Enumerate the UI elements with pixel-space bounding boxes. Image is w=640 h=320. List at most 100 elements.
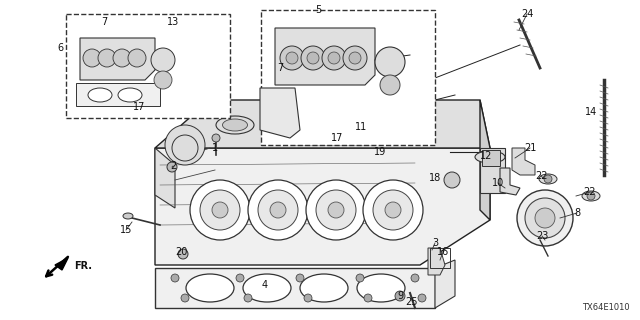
Circle shape bbox=[418, 294, 426, 302]
Circle shape bbox=[535, 208, 555, 228]
Ellipse shape bbox=[276, 109, 314, 127]
Circle shape bbox=[411, 274, 419, 282]
Bar bbox=[261, 10, 435, 145]
Circle shape bbox=[280, 46, 304, 70]
Circle shape bbox=[356, 274, 364, 282]
Circle shape bbox=[258, 190, 298, 230]
Circle shape bbox=[321, 118, 335, 132]
Polygon shape bbox=[80, 38, 155, 80]
Ellipse shape bbox=[282, 112, 307, 124]
Polygon shape bbox=[155, 268, 435, 308]
Ellipse shape bbox=[88, 88, 112, 102]
Ellipse shape bbox=[216, 116, 254, 134]
Bar bbox=[480, 148, 505, 193]
Ellipse shape bbox=[475, 151, 505, 163]
Circle shape bbox=[517, 190, 573, 246]
Circle shape bbox=[181, 294, 189, 302]
Circle shape bbox=[544, 175, 552, 183]
Polygon shape bbox=[435, 260, 455, 308]
Polygon shape bbox=[155, 148, 175, 208]
Circle shape bbox=[296, 274, 304, 282]
Text: 22: 22 bbox=[584, 187, 596, 197]
Circle shape bbox=[190, 180, 250, 240]
Text: 23: 23 bbox=[536, 231, 548, 241]
Circle shape bbox=[328, 202, 344, 218]
Circle shape bbox=[316, 190, 356, 230]
Circle shape bbox=[395, 291, 405, 301]
Text: 12: 12 bbox=[480, 151, 492, 161]
Text: 5: 5 bbox=[315, 5, 321, 15]
Bar bbox=[66, 14, 230, 118]
Circle shape bbox=[587, 192, 595, 200]
Text: 3: 3 bbox=[432, 238, 438, 248]
Text: 8: 8 bbox=[574, 208, 580, 218]
Text: 7: 7 bbox=[277, 63, 283, 73]
Text: 16: 16 bbox=[437, 247, 449, 257]
Circle shape bbox=[351, 113, 375, 137]
Text: FR.: FR. bbox=[74, 261, 92, 271]
Polygon shape bbox=[295, 100, 380, 145]
Circle shape bbox=[248, 180, 308, 240]
Text: 18: 18 bbox=[429, 173, 441, 183]
Circle shape bbox=[212, 134, 220, 142]
Circle shape bbox=[286, 52, 298, 64]
Text: 25: 25 bbox=[404, 297, 417, 307]
Circle shape bbox=[339, 118, 353, 132]
Text: 9: 9 bbox=[397, 291, 403, 301]
Text: 2: 2 bbox=[170, 161, 176, 171]
Text: TX64E1010: TX64E1010 bbox=[582, 303, 630, 312]
Text: 21: 21 bbox=[524, 143, 536, 153]
Circle shape bbox=[373, 190, 413, 230]
Circle shape bbox=[375, 120, 395, 140]
Text: 6: 6 bbox=[57, 43, 63, 53]
Text: 1: 1 bbox=[212, 143, 218, 153]
Text: 11: 11 bbox=[355, 122, 367, 132]
Text: 10: 10 bbox=[492, 178, 504, 188]
Polygon shape bbox=[500, 168, 520, 195]
Ellipse shape bbox=[336, 103, 374, 121]
Text: 22: 22 bbox=[535, 171, 547, 181]
Circle shape bbox=[212, 202, 228, 218]
Ellipse shape bbox=[539, 174, 557, 184]
Polygon shape bbox=[155, 148, 490, 265]
Circle shape bbox=[375, 47, 405, 77]
Text: 4: 4 bbox=[262, 280, 268, 290]
Text: 19: 19 bbox=[374, 147, 386, 157]
Circle shape bbox=[385, 202, 401, 218]
Circle shape bbox=[304, 294, 312, 302]
Circle shape bbox=[172, 135, 198, 161]
Text: 13: 13 bbox=[167, 17, 179, 27]
Circle shape bbox=[98, 49, 116, 67]
Circle shape bbox=[306, 180, 366, 240]
Text: 7: 7 bbox=[101, 17, 107, 27]
Circle shape bbox=[165, 125, 205, 165]
Circle shape bbox=[316, 113, 340, 137]
Circle shape bbox=[113, 49, 131, 67]
Polygon shape bbox=[428, 248, 445, 275]
Bar bbox=[430, 248, 450, 268]
Circle shape bbox=[154, 71, 172, 89]
Circle shape bbox=[128, 49, 146, 67]
Circle shape bbox=[525, 198, 565, 238]
Circle shape bbox=[83, 49, 101, 67]
Text: 15: 15 bbox=[120, 225, 132, 235]
Ellipse shape bbox=[186, 274, 234, 302]
Text: 17: 17 bbox=[133, 102, 145, 112]
Ellipse shape bbox=[357, 274, 405, 302]
Bar bbox=[482, 150, 500, 166]
Circle shape bbox=[200, 190, 240, 230]
Polygon shape bbox=[55, 258, 68, 270]
Circle shape bbox=[328, 52, 340, 64]
Circle shape bbox=[349, 52, 361, 64]
Text: 24: 24 bbox=[521, 9, 533, 19]
Ellipse shape bbox=[223, 119, 248, 131]
Polygon shape bbox=[260, 88, 300, 138]
Ellipse shape bbox=[243, 274, 291, 302]
Circle shape bbox=[244, 294, 252, 302]
Circle shape bbox=[171, 274, 179, 282]
Circle shape bbox=[356, 118, 370, 132]
Circle shape bbox=[363, 180, 423, 240]
Polygon shape bbox=[480, 100, 490, 220]
Circle shape bbox=[236, 274, 244, 282]
Circle shape bbox=[303, 118, 317, 132]
